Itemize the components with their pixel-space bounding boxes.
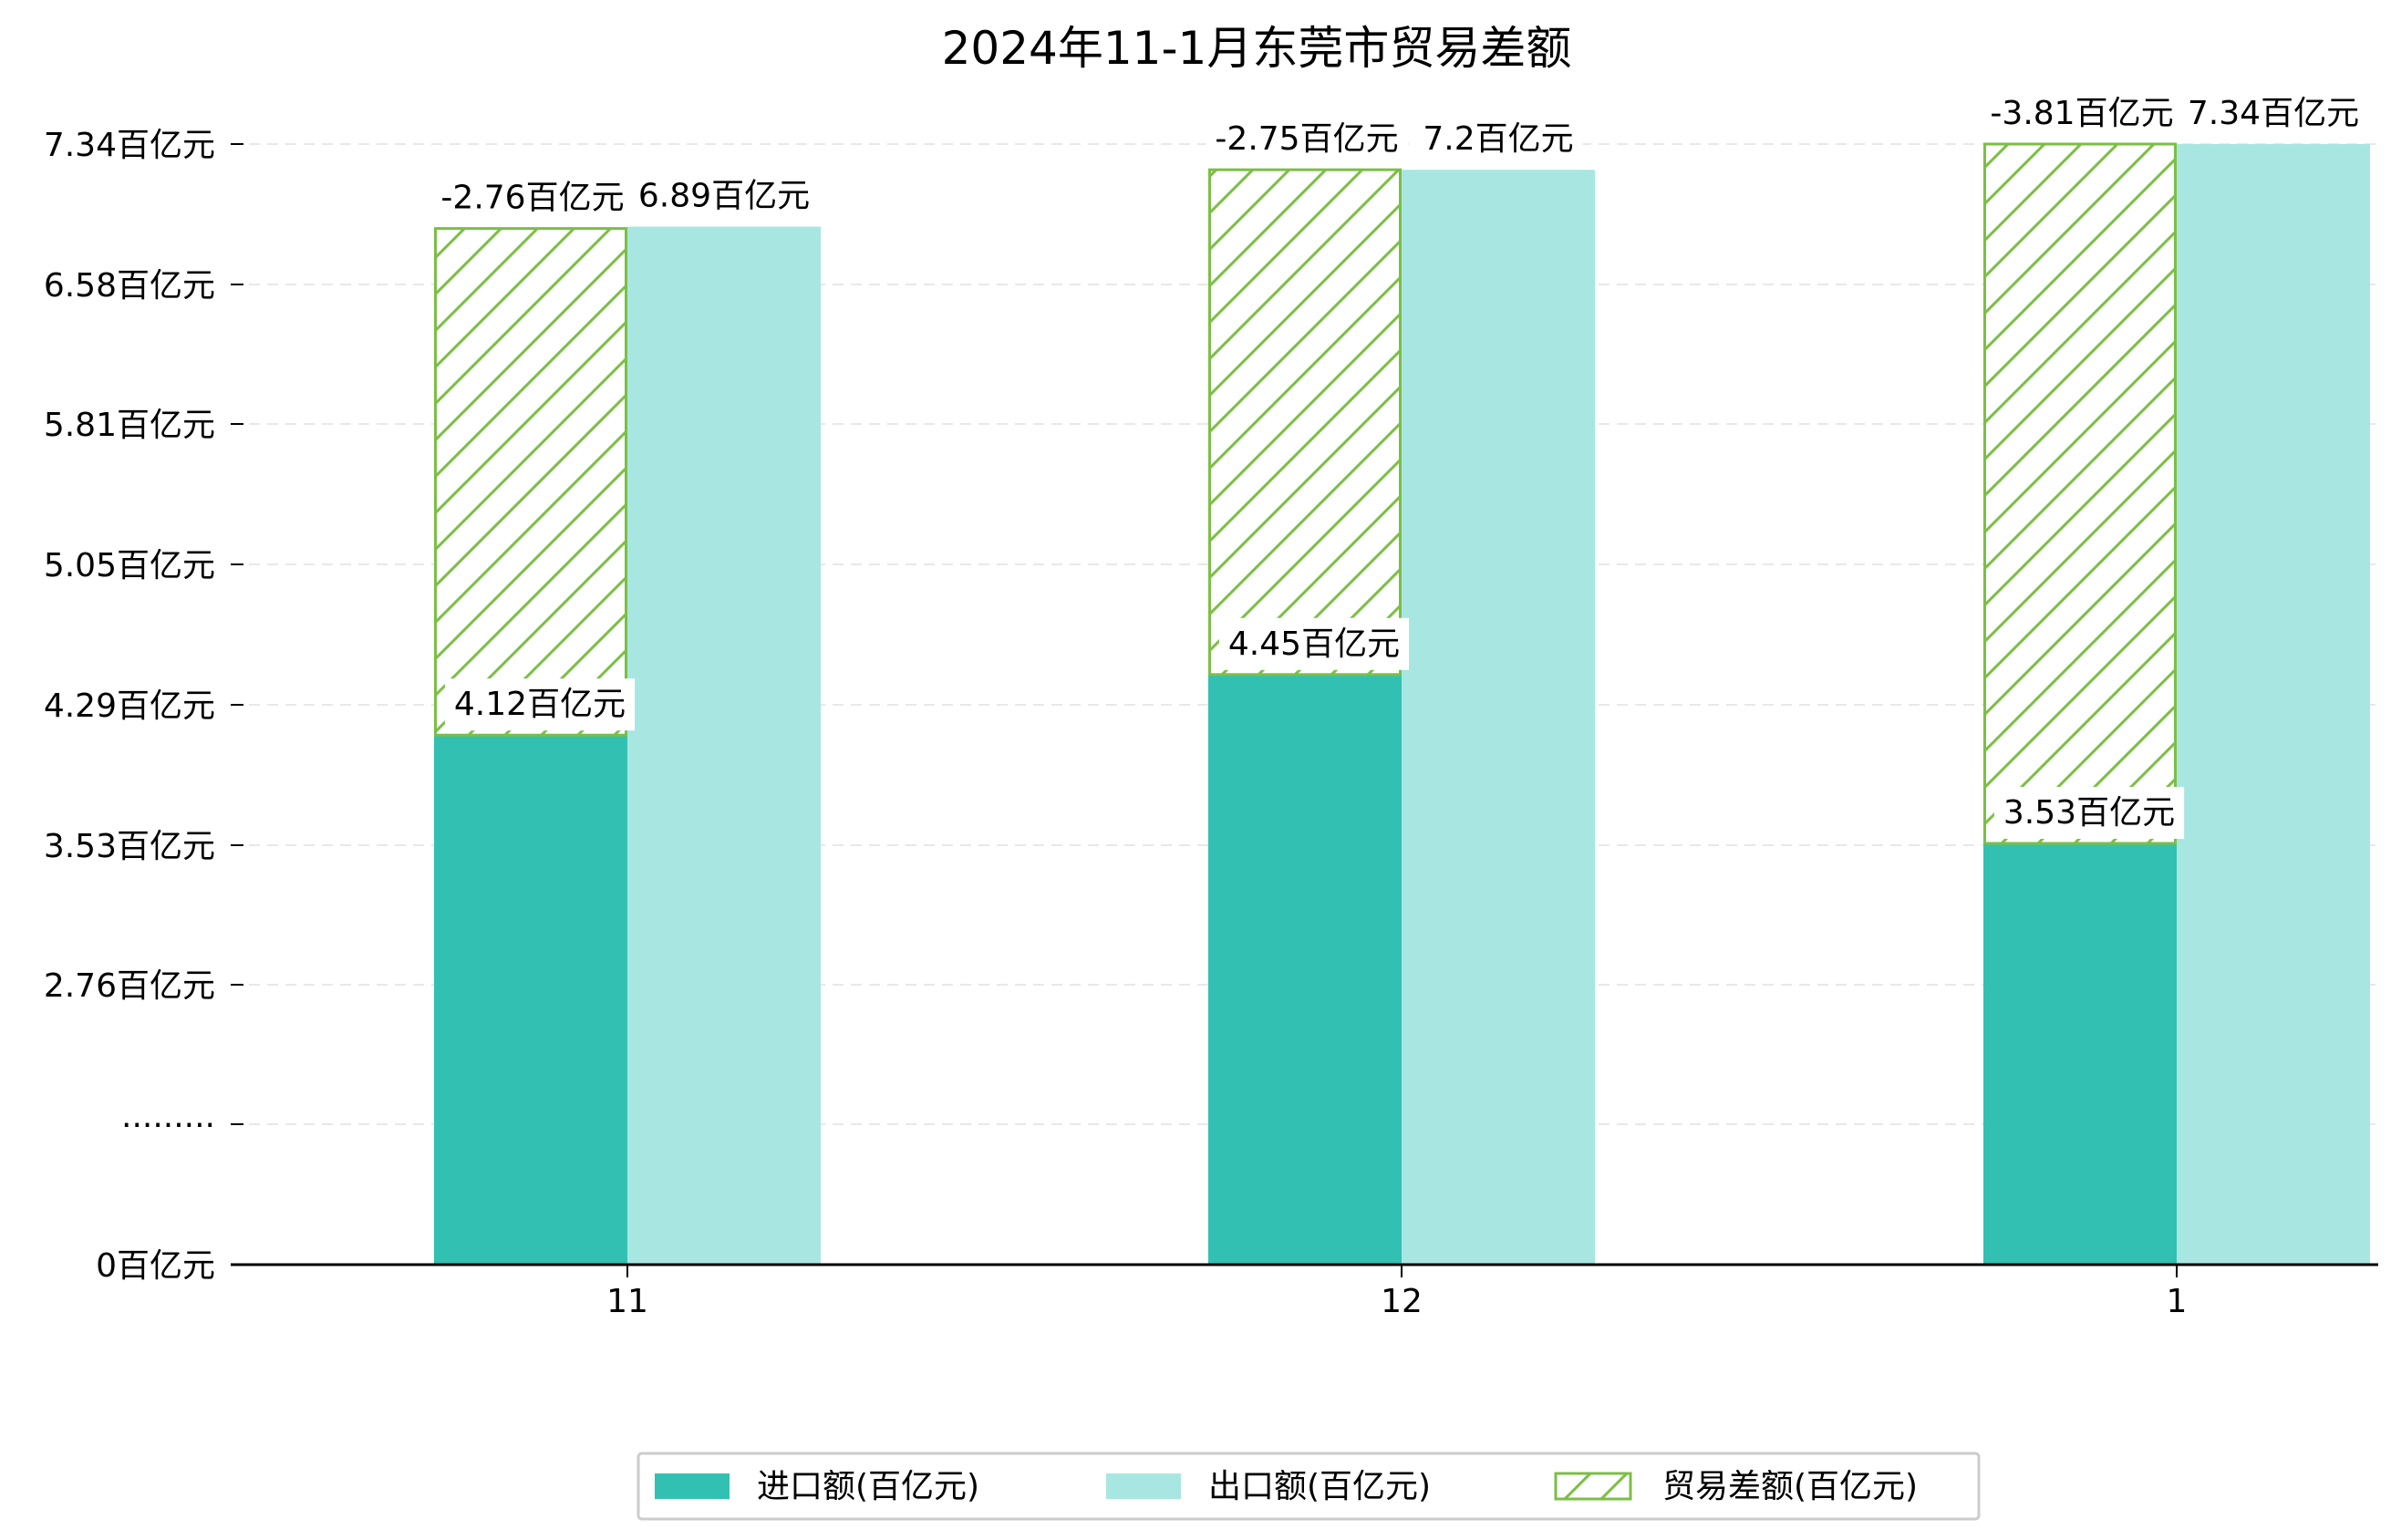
y-tick-label: 5.05百亿元	[44, 547, 215, 584]
data-label-background	[1218, 617, 1410, 670]
data-label: 3.53百亿元	[2003, 794, 2175, 832]
x-tick-label: 12	[1381, 1283, 1423, 1320]
bar-import	[1208, 674, 1402, 1265]
y-tick-label: 4.29百亿元	[44, 687, 215, 725]
data-label: 7.34百亿元	[2188, 95, 2359, 132]
data-label: -3.81百亿元	[1990, 95, 2173, 132]
bars	[434, 142, 2370, 1266]
legend-label: 贸易差额(百亿元)	[1662, 1468, 1918, 1505]
data-label: 4.45百亿元	[1228, 625, 1400, 663]
bar-import	[434, 735, 627, 1265]
bar-export	[2177, 144, 2370, 1265]
bar-export	[627, 226, 821, 1266]
data-label-background	[1993, 786, 2185, 839]
bar-trade-balance	[434, 227, 627, 737]
y-tick-label: 6.58百亿元	[44, 267, 215, 305]
data-label: 7.2百亿元	[1423, 120, 1573, 158]
y-tick-label: 2.76百亿元	[44, 967, 215, 1005]
x-tick-label: 11	[606, 1283, 648, 1320]
data-label-background	[431, 171, 634, 224]
data-label-background	[628, 170, 820, 222]
bar-export	[1402, 170, 1595, 1266]
data-label: -2.75百亿元	[1215, 120, 1398, 158]
data-labels: 6.89百亿元 4.12百亿元 -2.76百亿元 7.2百亿元 4.45百亿元 -2.75…	[431, 88, 2369, 839]
bar-trade-balance	[1208, 168, 1402, 677]
y-tick-label: 3.53百亿元	[44, 828, 215, 865]
y-tick-label: 5.81百亿元	[44, 407, 215, 444]
legend-frame	[637, 1452, 1981, 1521]
data-label-background	[1981, 88, 2183, 140]
y-tick-label: 7.34百亿元	[44, 127, 215, 164]
axes: 0百亿元 ········· 2.76百亿元 3.53百亿元 4.29百亿元 5.05百亿…	[44, 127, 2378, 1320]
legend-swatch	[1106, 1473, 1181, 1499]
chart-title: 2024年11-1月东莞市贸易差额	[942, 22, 1572, 75]
data-label-background	[2178, 88, 2369, 140]
data-label-background	[444, 678, 636, 731]
legend-swatch	[1554, 1472, 1632, 1501]
y-tick-label: 0百亿元	[96, 1247, 215, 1285]
legend-label: 进口额(百亿元)	[757, 1468, 979, 1505]
bar-trade-balance	[1983, 142, 2177, 845]
bar-import	[1983, 842, 2177, 1265]
data-label: 6.89百亿元	[638, 178, 810, 215]
data-label: -2.76百亿元	[440, 180, 624, 217]
legend: 进口额(百亿元) 出口额(百亿元) 贸易差额(百亿元)	[637, 1452, 1981, 1521]
data-label: 4.12百亿元	[454, 686, 626, 723]
legend-swatch	[655, 1473, 730, 1499]
x-tick-label: 1	[2167, 1283, 2188, 1320]
legend-label: 出口额(百亿元)	[1208, 1468, 1431, 1505]
y-tick-label: ·········	[121, 1107, 215, 1144]
data-label-background	[1206, 113, 1408, 166]
data-label-background	[1413, 113, 1583, 166]
